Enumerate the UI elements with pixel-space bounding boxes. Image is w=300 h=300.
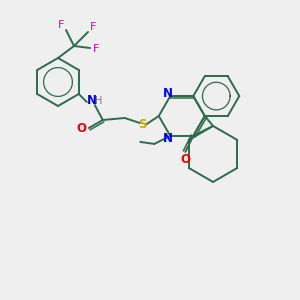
Text: O: O [77, 122, 87, 136]
Text: N: N [163, 132, 173, 146]
Text: F: F [90, 22, 96, 32]
Text: O: O [180, 153, 190, 167]
Text: F: F [93, 44, 99, 54]
Text: N: N [87, 94, 97, 107]
Text: F: F [58, 20, 64, 30]
Text: H: H [95, 96, 103, 106]
Text: S: S [139, 118, 147, 130]
Text: N: N [163, 87, 173, 100]
